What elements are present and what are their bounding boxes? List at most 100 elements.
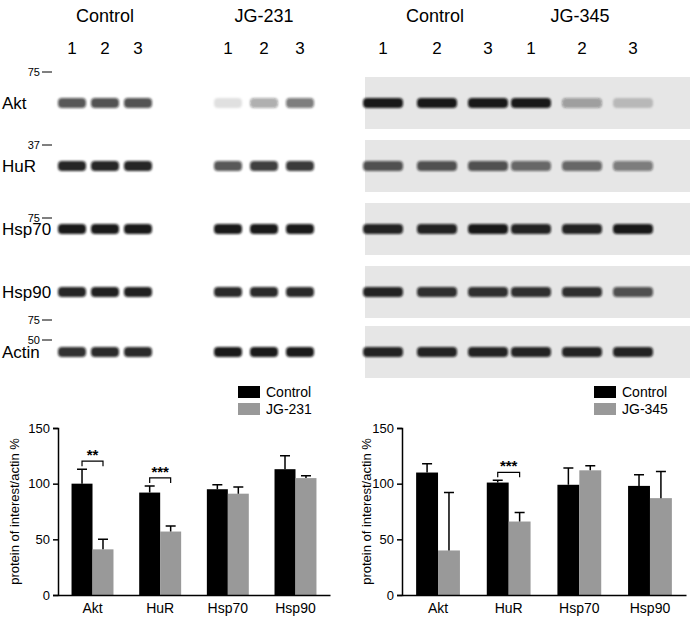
lane-label: 2 xyxy=(432,39,441,58)
blot-band xyxy=(613,161,653,171)
bar xyxy=(416,473,438,595)
error-bar xyxy=(301,476,311,478)
blot-band xyxy=(58,161,86,171)
x-tick: HuR xyxy=(146,595,174,616)
x-tick: Hsp70 xyxy=(208,595,249,616)
error-bar xyxy=(212,485,222,489)
bar xyxy=(557,485,579,595)
lane-label: 1 xyxy=(67,39,76,58)
blot-background xyxy=(365,140,690,192)
error-bar xyxy=(280,456,290,469)
y-axis: 050100150 xyxy=(28,421,58,603)
y-axis-line xyxy=(53,429,59,596)
mw-marker-tick xyxy=(42,218,52,219)
lane-label: 3 xyxy=(133,39,142,58)
x-axis: AktHuRHsp70Hsp90 xyxy=(59,595,331,616)
bar xyxy=(275,469,296,595)
blot-band xyxy=(286,287,314,297)
x-tick-label: Hsp90 xyxy=(275,600,316,616)
blot-band xyxy=(250,98,278,108)
lane-label: 2 xyxy=(100,39,109,58)
y-tick-label: 150 xyxy=(372,421,394,436)
blot-band xyxy=(468,347,508,357)
blot-group-label: Control xyxy=(406,6,464,26)
bar xyxy=(438,550,460,595)
blot-band xyxy=(214,287,242,297)
lane-label: 1 xyxy=(378,39,387,58)
lane-label: 1 xyxy=(526,39,535,58)
y-axis-title: protein of interest/actin % xyxy=(7,438,22,585)
blot-row-label: Akt xyxy=(2,94,27,113)
lane-label: 1 xyxy=(223,39,232,58)
x-tick-label: Akt xyxy=(428,600,448,616)
x-axis-line xyxy=(59,595,331,597)
bar xyxy=(487,483,509,595)
significance-label: *** xyxy=(500,457,518,474)
blot-row-label: Hsp70 xyxy=(2,220,51,239)
bar xyxy=(509,522,531,595)
y-tick-mark xyxy=(397,539,402,541)
x-tick: Hsp70 xyxy=(559,595,600,616)
blot-band xyxy=(613,287,653,297)
y-axis-line xyxy=(397,429,403,596)
blot-band xyxy=(214,161,242,171)
error-bar xyxy=(166,526,176,532)
bar xyxy=(93,549,114,595)
blot-panel: ControlJG-345123123 xyxy=(363,6,690,378)
blot-band xyxy=(417,161,457,171)
blot-band xyxy=(250,347,278,357)
blot-band xyxy=(250,224,278,234)
blot-band xyxy=(562,98,602,108)
blot-band xyxy=(562,287,602,297)
blot-background xyxy=(365,203,690,255)
blot-band xyxy=(58,287,86,297)
bar xyxy=(228,494,249,595)
blot-band xyxy=(91,161,119,171)
blot-band xyxy=(124,347,152,357)
blot-group-label: Control xyxy=(76,6,134,26)
error-bar xyxy=(233,487,243,494)
mw-marker-label: 75 xyxy=(28,66,40,78)
figure: ControlJG-231123123Akt75HuR37Hsp7075Hsp9… xyxy=(0,0,695,621)
y-tick-mark xyxy=(53,428,58,430)
legend-swatch xyxy=(594,403,616,415)
mw-marker-tick xyxy=(42,72,52,73)
blot-band xyxy=(417,224,457,234)
legend: ControlJG-231 xyxy=(238,384,312,417)
x-tick: Akt xyxy=(428,595,448,616)
blot-band xyxy=(286,224,314,234)
blot-band xyxy=(417,98,457,108)
bar xyxy=(650,498,672,595)
error-bar xyxy=(444,493,454,551)
lane-label: 3 xyxy=(295,39,304,58)
blot-band xyxy=(511,287,551,297)
blot-band xyxy=(613,98,653,108)
mw-marker-label: 37 xyxy=(28,139,40,151)
blot-band xyxy=(562,161,602,171)
error-bar xyxy=(422,464,432,473)
blot-background xyxy=(365,266,690,318)
legend-label: JG-345 xyxy=(622,401,668,417)
blot-band xyxy=(363,161,403,171)
blot-band xyxy=(511,98,551,108)
significance-label: ** xyxy=(87,446,99,463)
error-bar xyxy=(98,539,108,549)
mw-marker-tick xyxy=(42,145,52,146)
y-tick-mark xyxy=(53,483,58,485)
blot-band xyxy=(286,98,314,108)
blot-band xyxy=(91,347,119,357)
blot-band xyxy=(417,347,457,357)
x-axis: AktHuRHsp70Hsp90 xyxy=(403,595,687,616)
blot-group-label: JG-345 xyxy=(550,6,609,26)
blot-band xyxy=(562,224,602,234)
y-tick-mark xyxy=(397,428,402,430)
blot-band xyxy=(511,224,551,234)
bar-chart: 050100150AktHuRHsp70Hsp90protein of inte… xyxy=(359,384,686,616)
y-axis-title: protein of interest/actin % xyxy=(359,438,374,585)
legend-swatch xyxy=(238,386,260,398)
x-tick-label: HuR xyxy=(146,600,174,616)
bar-chart: 050100150AktHuRHsp70Hsp90protein of inte… xyxy=(7,384,330,616)
mw-marker-tick xyxy=(42,340,52,341)
legend: ControlJG-345 xyxy=(594,384,668,417)
blot-band xyxy=(613,347,653,357)
